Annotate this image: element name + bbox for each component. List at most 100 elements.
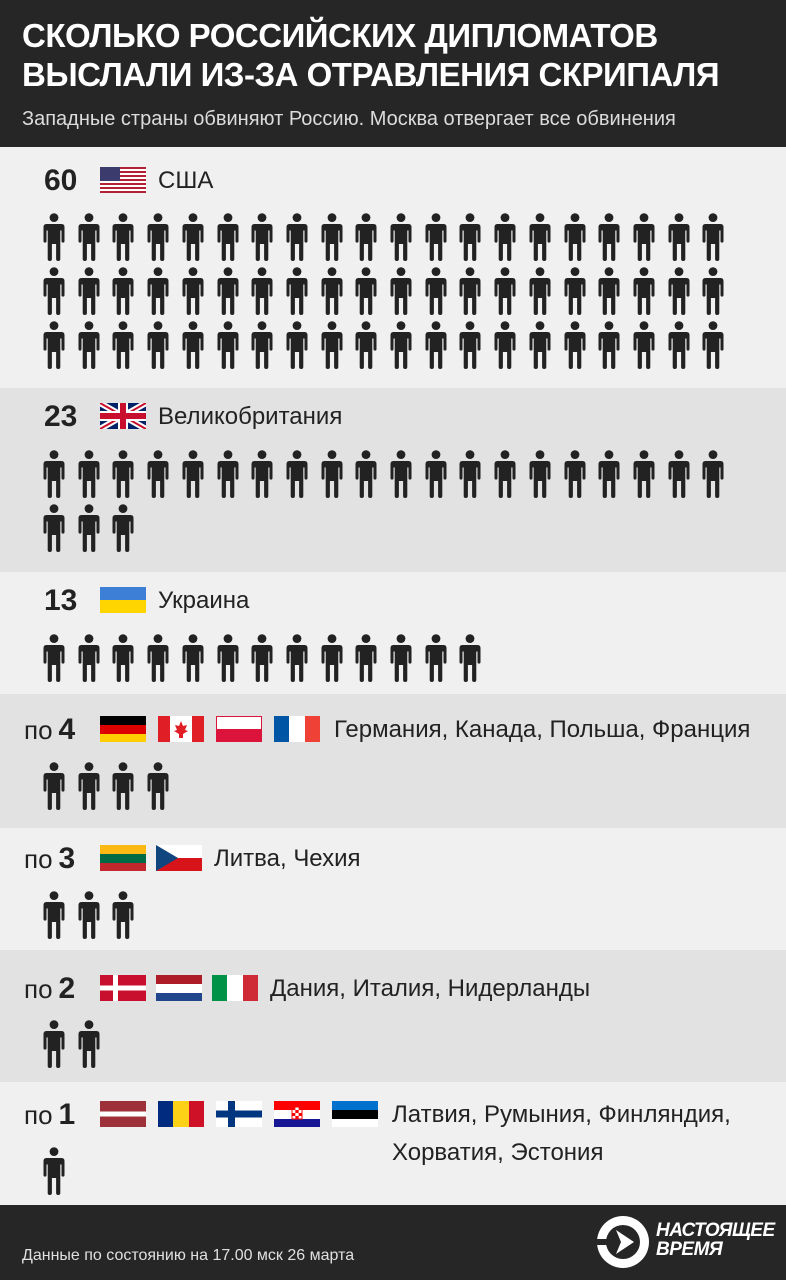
person-icon bbox=[78, 213, 100, 261]
person-icon bbox=[355, 267, 377, 315]
person-icon bbox=[598, 267, 620, 315]
person-icon bbox=[217, 450, 239, 498]
person-icon bbox=[78, 267, 100, 315]
person-icon bbox=[321, 321, 343, 369]
person-icon bbox=[147, 634, 169, 682]
count-label: 13 bbox=[44, 584, 77, 618]
lithuania-flag-icon bbox=[100, 845, 146, 871]
person-icon bbox=[668, 321, 690, 369]
person-icon bbox=[112, 891, 134, 939]
country-names: Дания, Италия, Нидерланды bbox=[270, 975, 591, 1002]
count-label: по 3 bbox=[24, 842, 75, 876]
country-group-row bbox=[0, 950, 786, 1082]
count-value: 23 bbox=[44, 400, 78, 433]
person-icon bbox=[668, 213, 690, 261]
count-prefix: по bbox=[24, 844, 53, 874]
person-icon bbox=[425, 267, 447, 315]
logo-mark-icon bbox=[594, 1216, 649, 1268]
estonia-flag-icon bbox=[332, 1101, 378, 1127]
count-label: по 4 bbox=[24, 713, 75, 747]
count-label: 23 bbox=[44, 400, 77, 434]
count-value: 1 bbox=[58, 1098, 76, 1131]
person-icon bbox=[78, 450, 100, 498]
person-icon bbox=[702, 450, 724, 498]
person-icon bbox=[112, 762, 134, 810]
person-icon bbox=[702, 321, 724, 369]
germany-flag-icon bbox=[100, 716, 146, 742]
country-names: Украина bbox=[158, 587, 250, 614]
person-icon bbox=[286, 267, 308, 315]
finland-flag-icon bbox=[216, 1101, 262, 1127]
person-icon bbox=[321, 213, 343, 261]
person-icon bbox=[494, 321, 516, 369]
count-value: 13 bbox=[44, 584, 78, 617]
count-label: по 1 bbox=[24, 1098, 75, 1132]
person-icon bbox=[494, 267, 516, 315]
person-icon bbox=[355, 634, 377, 682]
uk-flag-icon bbox=[100, 403, 146, 429]
person-icon bbox=[112, 504, 134, 552]
count-value: 2 bbox=[58, 972, 76, 1005]
person-icon bbox=[112, 213, 134, 261]
france-flag-icon bbox=[274, 716, 320, 742]
person-icon bbox=[529, 213, 551, 261]
denmark-flag-icon bbox=[100, 975, 146, 1001]
person-icon bbox=[182, 267, 204, 315]
person-icon bbox=[564, 267, 586, 315]
person-icon bbox=[217, 321, 239, 369]
country-names: Латвия, Румыния, Финляндия, Хорватия, Эс… bbox=[392, 1101, 731, 1166]
person-icon bbox=[390, 321, 412, 369]
canada-flag-icon bbox=[158, 716, 204, 742]
person-icon bbox=[112, 267, 134, 315]
count-label: 60 bbox=[44, 164, 77, 198]
chart-subtitle: Западные страны обвиняют Россию. Москва … bbox=[22, 108, 676, 130]
country-names: Литва, Чехия bbox=[214, 845, 361, 872]
person-icon bbox=[425, 213, 447, 261]
person-icon bbox=[668, 267, 690, 315]
us-flag-icon bbox=[100, 167, 146, 193]
person-icon bbox=[459, 321, 481, 369]
person-icon bbox=[43, 762, 65, 810]
person-icon bbox=[251, 321, 273, 369]
person-icon bbox=[251, 450, 273, 498]
count-value: 4 bbox=[58, 713, 76, 746]
logo-line-1: настоящее bbox=[656, 1220, 775, 1241]
person-icon bbox=[598, 450, 620, 498]
person-icon bbox=[147, 450, 169, 498]
logo: настоящее время bbox=[594, 1213, 775, 1273]
person-icon bbox=[78, 762, 100, 810]
person-icon bbox=[147, 213, 169, 261]
person-icon bbox=[633, 450, 655, 498]
logo-line-2: время bbox=[656, 1239, 723, 1260]
person-icon bbox=[390, 450, 412, 498]
person-icon bbox=[598, 213, 620, 261]
person-icon bbox=[112, 634, 134, 682]
header: Сколько российских дипломатов выслали из… bbox=[0, 0, 786, 147]
person-icon bbox=[78, 634, 100, 682]
person-icon bbox=[43, 891, 65, 939]
person-icon bbox=[182, 450, 204, 498]
person-icon bbox=[355, 450, 377, 498]
person-icon bbox=[633, 267, 655, 315]
chart-title: Сколько российских дипломатов выслали из… bbox=[22, 17, 720, 93]
person-icon bbox=[43, 1147, 65, 1195]
person-icon bbox=[251, 213, 273, 261]
person-icon bbox=[668, 450, 690, 498]
count-prefix: по bbox=[24, 1100, 53, 1130]
person-icon bbox=[494, 450, 516, 498]
netherlands-flag-icon bbox=[156, 975, 202, 1001]
romania-flag-icon bbox=[158, 1101, 204, 1127]
count-value: 3 bbox=[58, 842, 76, 875]
person-icon bbox=[286, 321, 308, 369]
count-prefix: по bbox=[24, 974, 53, 1004]
person-icon bbox=[78, 504, 100, 552]
person-icon bbox=[43, 634, 65, 682]
person-icon bbox=[633, 213, 655, 261]
person-icon bbox=[459, 267, 481, 315]
person-icon bbox=[529, 267, 551, 315]
data-date-note: Данные по состоянию на 17.00 мск 26 март… bbox=[22, 1247, 355, 1264]
count-label: по 2 bbox=[24, 972, 75, 1006]
person-icon bbox=[217, 634, 239, 682]
person-icon bbox=[78, 1020, 100, 1068]
poland-flag-icon bbox=[216, 716, 262, 742]
